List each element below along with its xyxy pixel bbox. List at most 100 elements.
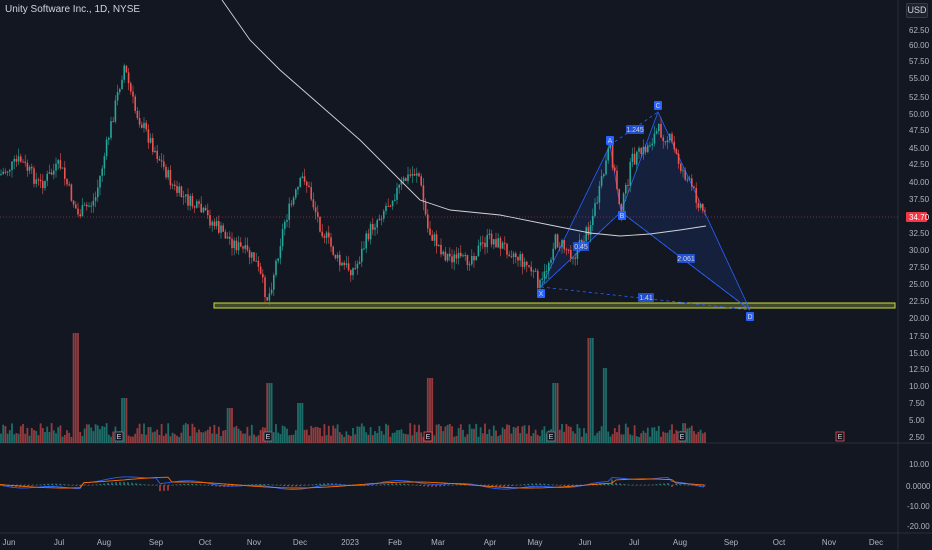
volume-bar (446, 424, 449, 443)
oscillator-histogram-bar (147, 484, 149, 486)
time-tick: Jul (54, 538, 64, 547)
oscillator-histogram-bar (143, 484, 145, 485)
volume-bar (407, 434, 409, 443)
oscillator-histogram-bar (35, 485, 37, 486)
candle-body (277, 258, 279, 261)
volume-bar (376, 432, 379, 443)
support-zone-rectangle[interactable] (213, 302, 896, 309)
volume-bar (594, 435, 596, 443)
candle-body (682, 170, 684, 172)
candle-body (455, 254, 458, 259)
pattern-ratio-bd-label: 2.061 (677, 256, 695, 263)
price-tick: 20.00 (909, 314, 930, 323)
earnings-marker[interactable]: E (114, 431, 124, 442)
candle-body (248, 250, 251, 258)
oscillator-histogram-bar (179, 484, 181, 485)
candle-body (686, 179, 689, 181)
volume-bar (33, 430, 35, 443)
oscillator-histogram-bar (647, 485, 649, 486)
candle-body (702, 204, 704, 211)
oscillator-histogram-bar (135, 483, 137, 485)
oscillator-histogram-bar (567, 485, 569, 487)
volume-bar (358, 426, 361, 443)
earnings-marker[interactable]: E (677, 431, 687, 442)
candle-body (312, 199, 315, 208)
earnings-marker[interactable]: E (546, 431, 556, 442)
volume-bar (464, 436, 467, 443)
candle-body (618, 189, 620, 205)
candle-body (147, 129, 150, 143)
volume-bar (303, 429, 306, 443)
volume-bar (125, 398, 128, 443)
pattern-xab-triangle[interactable] (540, 143, 622, 288)
oscillator-histogram-bar (571, 485, 573, 487)
earnings-marker[interactable]: E (263, 431, 273, 442)
candle-body (171, 184, 174, 186)
price-axis[interactable]: 62.50 60.00 57.50 55.00 52.50 50.00 47.5… (909, 26, 930, 323)
earnings-marker[interactable]: E (423, 431, 433, 442)
oscillator-histogram-bar (335, 483, 337, 485)
pattern-bcd-triangle[interactable] (620, 110, 751, 311)
candle-body (356, 263, 359, 269)
candle-body (295, 189, 297, 198)
oscillator-histogram-bar (23, 485, 25, 487)
pattern-point-a[interactable]: A (606, 136, 614, 145)
candle-body (108, 137, 110, 140)
pattern-point-b[interactable]: B (618, 211, 626, 220)
candle-body (123, 65, 125, 80)
volume-bar (457, 428, 460, 443)
volume-bar (411, 435, 414, 443)
candle-body (112, 121, 114, 123)
volume-bar (171, 432, 174, 443)
oscillator-histogram-bar (395, 483, 397, 485)
earnings-marker-upcoming[interactable]: E (835, 431, 845, 442)
pattern-point-d[interactable]: D (746, 312, 754, 321)
oscillator-histogram-bar (631, 485, 633, 486)
pattern-point-x[interactable]: X (537, 289, 545, 298)
candle-body (567, 249, 570, 251)
volume-bar (644, 432, 647, 443)
volume-bar (686, 428, 689, 443)
volume-bar (334, 428, 337, 443)
volume-bar (268, 383, 271, 443)
volume-bar (455, 435, 458, 443)
candle-body (596, 202, 598, 204)
candle-body (680, 163, 682, 171)
candle-body (418, 173, 420, 177)
candle-body (622, 193, 625, 217)
volume-bar (543, 426, 546, 443)
candle-body (61, 167, 64, 169)
oscillator-histogram-bar (683, 484, 685, 486)
candle-body (409, 174, 411, 176)
volume-bar (517, 426, 519, 443)
pattern-point-c[interactable]: C (654, 101, 662, 110)
volume-bar (510, 433, 513, 443)
oscillator-histogram-bar (219, 485, 221, 487)
price-tick: 57.50 (909, 57, 930, 66)
volume-bar (473, 428, 475, 443)
volume-bar (488, 429, 491, 443)
oscillator-histogram-bar (491, 485, 493, 487)
candle-body (380, 218, 383, 220)
oscillator-axis[interactable]: 10.00 0.0000 -10.00 -20.00 (906, 460, 931, 531)
volume-bar (530, 436, 533, 443)
candle-body (231, 238, 233, 249)
time-tick: Nov (822, 538, 836, 547)
candle-body (79, 214, 81, 217)
volume-bar (149, 427, 152, 443)
candle-body (405, 178, 407, 182)
pattern-ratio-xb: 0.45 (573, 242, 589, 251)
oscillator-histogram-bar (123, 482, 125, 485)
oscillator-tick: -20.00 (907, 522, 930, 531)
volume-bar (497, 436, 500, 443)
volume-axis[interactable]: 17.50 15.00 12.50 10.00 7.50 5.00 2.50 (909, 332, 930, 442)
candle-body (600, 176, 603, 187)
currency-button[interactable]: USD (906, 3, 928, 18)
candle-body (402, 178, 405, 182)
oscillator-histogram-bar (427, 485, 429, 487)
time-axis[interactable]: Jun Jul Aug Sep Oct Nov Dec 2023 Feb Mar… (3, 538, 884, 547)
oscillator-histogram-bar (339, 483, 341, 485)
oscillator-histogram-bar (423, 485, 425, 487)
oscillator-histogram-bar (139, 483, 141, 485)
